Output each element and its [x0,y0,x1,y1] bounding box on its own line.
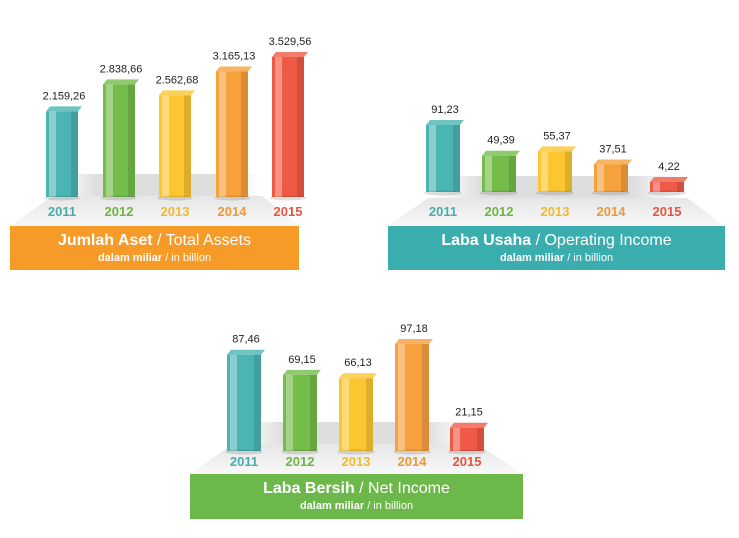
chart-title: Jumlah Aset / Total Assets [58,232,251,249]
bar-2015 [648,177,688,196]
value-label-2014: 37,51 [599,143,627,155]
year-label-2011: 2011 [48,204,76,219]
year-label-2011: 2011 [230,454,258,469]
year-label-2012: 2012 [286,454,315,469]
value-label-2013: 2.562,68 [156,74,199,86]
value-label-2011: 91,23 [431,104,459,116]
value-label-2012: 2.838,66 [100,63,143,75]
title-banner [388,226,725,270]
value-label-2015: 21,15 [455,407,483,419]
bar-2012 [480,150,520,196]
chart-panel-2: 91,23 2011 49,39 2012 55,37 2013 37,51 2014 4,22… [388,104,725,270]
bar-2013 [536,146,576,196]
value-label-2011: 87,46 [232,334,260,346]
chart-title: Laba Bersih / Net Income [263,480,450,497]
year-label-2013: 2013 [161,204,190,219]
chart-title: Laba Usaha / Operating Income [441,232,671,249]
value-label-2014: 3.165,13 [213,50,256,62]
value-label-2015: 3.529,56 [269,36,312,48]
year-label-2015: 2015 [274,204,303,219]
bar-2011 [225,349,265,455]
chart-subtitle: dalam miliar / in billion [300,500,413,512]
value-label-2013: 66,13 [344,357,372,369]
year-label-2011: 2011 [429,204,457,219]
bar-2014 [393,339,433,455]
year-label-2014: 2014 [398,454,428,469]
bar-2013 [337,373,377,455]
title-banner [190,474,523,519]
bar-2015 [270,52,308,201]
bar-2011 [44,106,82,201]
chart-panel-3: 87,46 2011 69,15 2012 66,13 2013 97,18 2014 21,1… [190,323,523,519]
value-label-2013: 55,37 [543,130,571,142]
bar-2012 [101,79,139,201]
bar-2013 [157,90,195,201]
year-label-2015: 2015 [453,454,482,469]
value-label-2011: 2.159,26 [43,90,86,102]
chart-floor [388,198,725,226]
bar-2012 [281,369,321,455]
chart-subtitle: dalam miliar / in billion [500,252,613,264]
chart-panel-1: 2.159,26 2011 2.838,66 2012 2.562,68 2013 3.16… [10,36,311,270]
chart-floor [190,444,523,474]
year-label-2015: 2015 [653,204,682,219]
chart-floor [10,196,299,226]
bar-2014 [214,66,252,201]
value-label-2015: 4,22 [658,161,679,173]
chart-subtitle: dalam miliar / in billion [98,252,211,264]
year-label-2012: 2012 [105,204,134,219]
year-label-2013: 2013 [541,204,570,219]
year-label-2014: 2014 [218,204,248,219]
year-label-2012: 2012 [485,204,514,219]
title-banner [10,226,299,270]
bar-2015 [448,422,488,455]
year-label-2013: 2013 [342,454,371,469]
value-label-2012: 49,39 [487,135,515,147]
value-label-2012: 69,15 [288,354,316,366]
bar-2011 [424,120,464,196]
value-label-2014: 97,18 [400,323,428,335]
bar-2014 [592,159,632,196]
year-label-2014: 2014 [597,204,627,219]
